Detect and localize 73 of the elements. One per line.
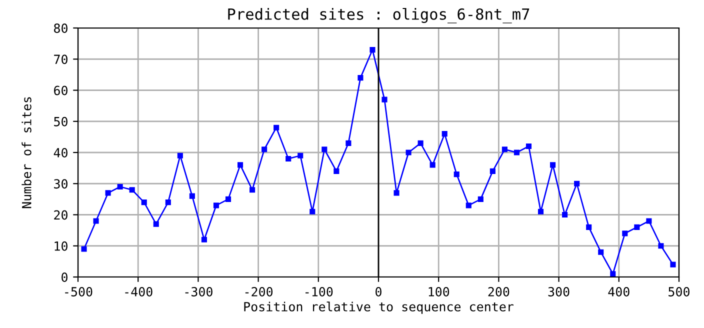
point — [418, 140, 424, 146]
point — [165, 200, 171, 206]
point — [634, 224, 640, 230]
point — [502, 146, 508, 152]
point — [490, 168, 496, 174]
chart-title: Predicted sites : oligos_6-8nt_m7 — [228, 8, 530, 24]
point — [538, 208, 544, 214]
x-tick-label: 500 — [668, 287, 690, 296]
x-tick-label: 100 — [428, 287, 450, 296]
x-tick-label: -300 — [185, 287, 212, 296]
y-tick-label: 50 — [54, 116, 68, 126]
point — [346, 140, 352, 146]
point — [598, 249, 604, 255]
x-tick-label: -200 — [245, 287, 273, 296]
point — [466, 202, 472, 208]
point — [334, 168, 340, 174]
point — [298, 152, 304, 158]
point — [670, 262, 676, 268]
point — [610, 271, 616, 277]
point — [322, 146, 328, 152]
point — [153, 221, 159, 227]
point — [274, 124, 280, 130]
y-tick-label: 60 — [54, 86, 68, 96]
point — [442, 131, 448, 137]
point — [129, 187, 135, 193]
point — [586, 224, 592, 230]
x-tick-label: -400 — [125, 287, 152, 296]
y-tick-label: 30 — [54, 179, 68, 189]
point — [406, 150, 412, 156]
point — [250, 187, 256, 193]
x-tick-label: 300 — [548, 287, 570, 296]
point — [141, 200, 147, 206]
point — [213, 202, 220, 208]
point — [430, 162, 436, 168]
point — [177, 152, 183, 158]
x-tick-label: 0 — [376, 287, 382, 296]
point — [370, 47, 376, 53]
point — [550, 162, 556, 168]
point — [262, 146, 268, 152]
point — [105, 190, 111, 196]
point — [562, 212, 568, 218]
y-tick-label: 0 — [62, 272, 68, 282]
x-axis-title: Position relative to sequence center — [244, 302, 514, 314]
point — [658, 243, 664, 249]
y-tick-label: 20 — [54, 210, 68, 220]
point — [201, 236, 207, 242]
point — [394, 190, 400, 196]
y-axis-title: Number of sites — [22, 97, 32, 208]
point — [93, 218, 99, 224]
point — [382, 96, 388, 102]
point — [622, 230, 628, 236]
y-tick-label: 40 — [54, 148, 68, 158]
point — [454, 172, 460, 178]
x-tick-label: 200 — [488, 287, 510, 296]
x-tick-label: 400 — [608, 287, 630, 296]
point — [81, 246, 87, 252]
point — [237, 162, 244, 168]
point — [310, 208, 316, 214]
point — [189, 193, 195, 199]
point — [574, 180, 580, 186]
y-tick-label: 10 — [54, 241, 68, 251]
x-tick-label: -100 — [306, 287, 333, 296]
point — [225, 196, 232, 202]
point — [286, 156, 292, 162]
point — [358, 75, 364, 81]
point — [478, 196, 484, 202]
x-tick-label: -500 — [65, 287, 92, 296]
y-tick-label: 80 — [54, 24, 68, 33]
point — [646, 218, 652, 224]
point — [514, 150, 520, 156]
point — [117, 184, 123, 190]
point — [526, 143, 532, 150]
y-tick-label: 70 — [54, 54, 68, 64]
